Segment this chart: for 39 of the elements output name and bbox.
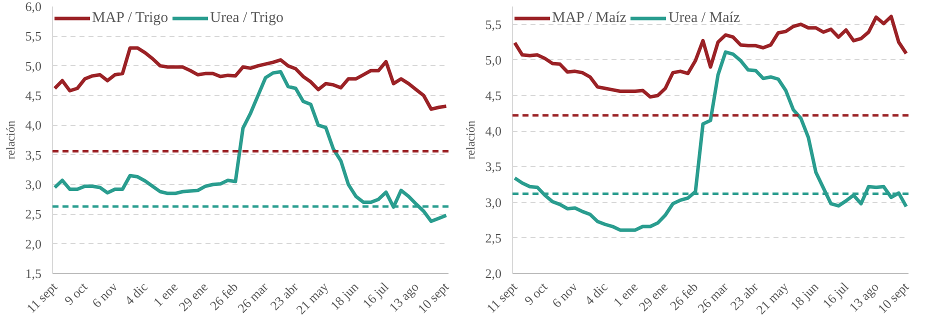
x-tick-label: 11 sept — [24, 278, 60, 316]
legend-label: MAP / Trigo — [92, 10, 168, 26]
y-tick-label: 5,0 — [485, 52, 502, 68]
line-series — [513, 50, 908, 232]
y-tick-label: 2,5 — [25, 206, 42, 222]
y-tick-label: 5,0 — [25, 58, 42, 74]
y-tick-label: 3,5 — [25, 147, 42, 162]
legend-label: MAP / Maíz — [552, 10, 626, 26]
y-tick-label: 1,5 — [25, 266, 42, 281]
x-tick-label: 29 ene — [636, 279, 671, 314]
y-tick-label: 5,5 — [485, 16, 502, 32]
legend-label: Urea / Maíz — [668, 10, 740, 26]
line-series — [53, 46, 448, 111]
x-tick-label: 18 jun — [327, 278, 362, 314]
y-tick-label: 3,5 — [485, 159, 502, 174]
x-tick-label: 4 dic — [122, 279, 151, 308]
x-tick-label: 9 oct — [61, 278, 90, 308]
y-tick-label: 4,0 — [485, 124, 502, 139]
y-tick-label: 4,5 — [25, 88, 42, 103]
x-tick-label: 6 nov — [89, 278, 121, 310]
y-axis-title: relación — [3, 120, 18, 160]
x-tick-label: 11 sept — [484, 278, 520, 316]
x-tick-label: 29 ene — [176, 279, 211, 314]
legend-label: Urea / Trigo — [210, 10, 284, 26]
y-tick-label: 2,0 — [485, 266, 502, 281]
line-series — [53, 70, 448, 224]
y-tick-label: 2,0 — [25, 236, 42, 252]
x-tick-label: 6 nov — [549, 278, 581, 310]
y-tick-label: 4,0 — [25, 118, 42, 133]
y-tick-label: 5,5 — [25, 28, 42, 44]
y-tick-label: 3,0 — [485, 194, 502, 210]
y-tick-label: 4,5 — [485, 88, 502, 103]
y-tick-label: 2,5 — [485, 230, 502, 246]
x-tick-label: 9 oct — [521, 278, 550, 308]
y-tick-label: 3,0 — [25, 177, 42, 192]
x-tick-label: 18 jun — [787, 278, 822, 314]
y-axis-title: relación — [463, 120, 478, 160]
x-tick-label: 4 dic — [582, 279, 611, 308]
y-tick-label: 6,0 — [25, 0, 42, 14]
